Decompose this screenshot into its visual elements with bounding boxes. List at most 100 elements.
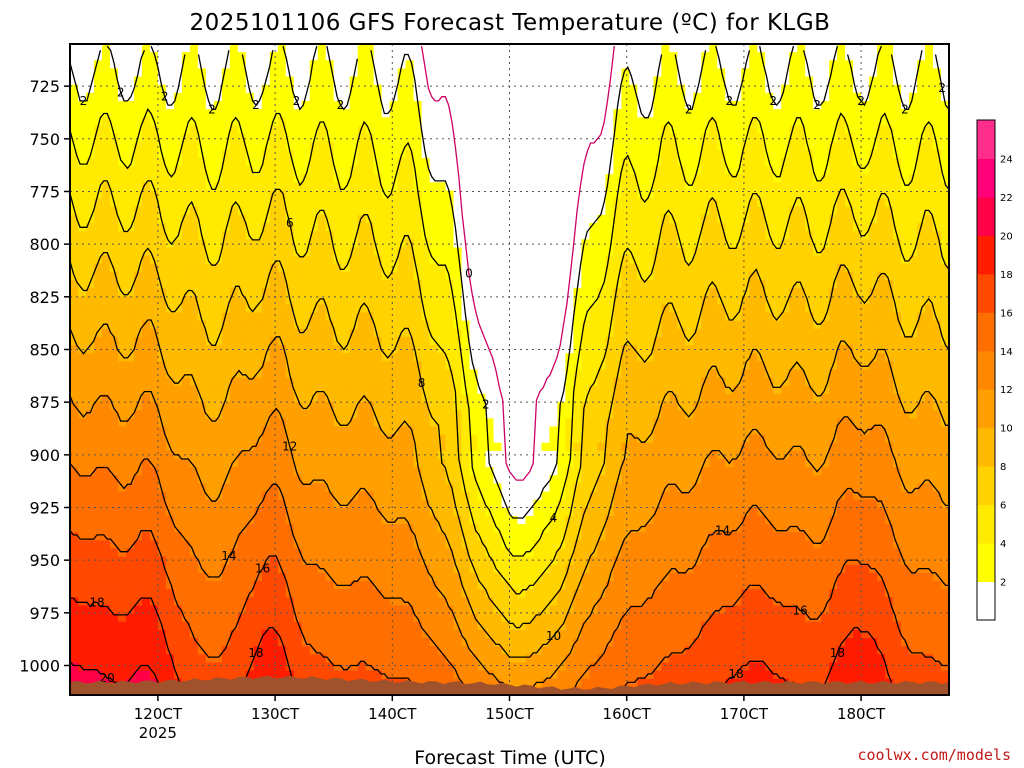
temperature-cell bbox=[277, 68, 287, 78]
temperature-cell bbox=[229, 312, 239, 322]
temperature-cell bbox=[397, 336, 407, 346]
temperature-cell bbox=[293, 499, 303, 509]
temperature-cell bbox=[285, 304, 295, 314]
temperature-cell bbox=[421, 214, 431, 224]
temperature-cell bbox=[197, 613, 207, 623]
temperature-cell bbox=[125, 467, 135, 476]
temperature-cell bbox=[461, 605, 471, 615]
temperature-cell bbox=[357, 524, 367, 533]
temperature-cell bbox=[341, 621, 351, 631]
temperature-cell bbox=[285, 450, 295, 460]
temperature-cell bbox=[461, 190, 471, 200]
temperature-cell bbox=[341, 117, 351, 126]
temperature-cell bbox=[349, 597, 359, 607]
temperature-cell bbox=[421, 662, 431, 672]
temperature-cell bbox=[285, 459, 295, 468]
temperature-cell bbox=[165, 255, 175, 265]
temperature-cell bbox=[261, 393, 271, 403]
temperature-cell bbox=[70, 92, 79, 102]
temperature-cell bbox=[141, 117, 151, 126]
temperature-cell bbox=[93, 515, 103, 525]
temperature-cell bbox=[245, 182, 255, 192]
temperature-cell bbox=[381, 638, 391, 647]
temperature-cell bbox=[229, 654, 239, 664]
temperature-cell bbox=[469, 385, 479, 395]
temperature-cell bbox=[109, 507, 119, 517]
temperature-cell bbox=[77, 483, 87, 493]
temperature-cell bbox=[109, 84, 119, 94]
temperature-cell bbox=[493, 662, 503, 672]
temperature-cell bbox=[85, 499, 95, 509]
temperature-cell bbox=[565, 312, 575, 322]
temperature-cell bbox=[165, 385, 175, 395]
temperature-cell bbox=[445, 418, 455, 428]
temperature-cell bbox=[437, 621, 447, 631]
temperature-cell bbox=[333, 646, 343, 655]
temperature-cell bbox=[245, 410, 255, 419]
temperature-cell bbox=[461, 92, 471, 102]
temperature-cell bbox=[517, 572, 527, 582]
temperature-cell bbox=[261, 548, 271, 558]
temperature-cell bbox=[533, 125, 543, 135]
temperature-cell bbox=[413, 133, 423, 143]
temperature-cell bbox=[261, 231, 271, 240]
temperature-cell bbox=[509, 149, 519, 159]
temperature-cell bbox=[125, 556, 135, 566]
temperature-cell bbox=[229, 532, 239, 541]
temperature-cell bbox=[501, 52, 511, 61]
temperature-cell bbox=[317, 76, 327, 86]
temperature-cell bbox=[477, 296, 487, 305]
temperature-cell bbox=[269, 263, 279, 273]
temperature-cell bbox=[413, 662, 423, 672]
temperature-cell bbox=[205, 214, 215, 224]
temperature-cell bbox=[125, 304, 135, 314]
temperature-cell bbox=[397, 190, 407, 200]
temperature-cell bbox=[405, 157, 415, 167]
temperature-cell bbox=[405, 353, 415, 362]
temperature-cell bbox=[357, 377, 367, 387]
temperature-cell bbox=[525, 84, 535, 94]
temperature-cell bbox=[221, 68, 231, 78]
temperature-cell bbox=[381, 149, 391, 159]
temperature-cell bbox=[213, 540, 223, 550]
temperature-cell bbox=[125, 60, 135, 70]
temperature-cell bbox=[149, 369, 159, 379]
temperature-cell bbox=[437, 434, 447, 444]
temperature-cell bbox=[349, 190, 359, 200]
temperature-cell bbox=[109, 581, 119, 590]
temperature-cell bbox=[109, 157, 119, 167]
temperature-cell bbox=[453, 263, 463, 273]
temperature-cell bbox=[149, 540, 159, 550]
temperature-cell bbox=[221, 255, 231, 265]
temperature-cell bbox=[461, 678, 471, 688]
temperature-cell bbox=[541, 638, 551, 647]
temperature-cell bbox=[77, 206, 87, 216]
temperature-cell bbox=[437, 483, 447, 493]
temperature-cell bbox=[365, 109, 375, 118]
temperature-cell bbox=[189, 279, 199, 289]
temperature-cell bbox=[381, 532, 391, 541]
temperature-cell bbox=[157, 60, 167, 70]
temperature-cell bbox=[349, 410, 359, 419]
temperature-cell bbox=[485, 483, 495, 493]
temperature-cell bbox=[277, 76, 287, 86]
temperature-cell bbox=[381, 174, 391, 183]
temperature-cell bbox=[525, 174, 535, 183]
temperature-cell bbox=[221, 271, 231, 281]
temperature-cell bbox=[477, 605, 487, 615]
temperature-cell bbox=[141, 532, 151, 541]
temperature-cell bbox=[413, 52, 423, 61]
temperature-cell bbox=[493, 68, 503, 78]
temperature-cell bbox=[549, 475, 559, 485]
temperature-cell bbox=[509, 60, 519, 70]
temperature-cell bbox=[301, 214, 311, 224]
temperature-cell bbox=[301, 524, 311, 533]
temperature-cell bbox=[405, 475, 415, 485]
temperature-cell bbox=[509, 198, 519, 208]
temperature-cell bbox=[477, 312, 487, 322]
temperature-cell bbox=[389, 239, 399, 249]
temperature-cell bbox=[437, 174, 447, 183]
temperature-cell bbox=[229, 377, 239, 387]
temperature-cell bbox=[237, 206, 247, 216]
temperature-cell bbox=[117, 214, 127, 224]
